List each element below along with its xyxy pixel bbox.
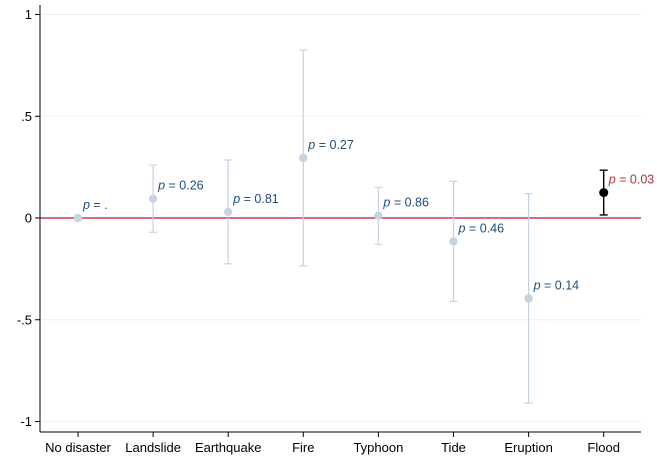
p-symbol: p <box>458 221 466 235</box>
y-tick-label: -1 <box>20 414 32 429</box>
p-value-label: p = 0.27 <box>307 138 354 152</box>
y-tick-label: 0 <box>25 211 32 226</box>
point-marker <box>299 153 308 163</box>
p-value: 0.86 <box>405 196 429 210</box>
y-ticks: 1 .5 0 -.5 -1 <box>17 7 40 429</box>
p-symbol: p <box>307 138 315 152</box>
p-value: . <box>104 198 107 212</box>
point-marker <box>449 237 458 246</box>
p-value: 0.14 <box>555 278 579 292</box>
p-equals: = <box>616 173 630 187</box>
p-value-labels: p = .p = 0.26p = 0.81p = 0.27p = 0.86p =… <box>82 138 654 292</box>
p-value: 0.26 <box>179 179 203 193</box>
p-value-label: p = 0.14 <box>533 278 580 292</box>
p-equals: = <box>315 138 329 152</box>
p-equals: = <box>465 221 479 235</box>
x-tick-label: Flood <box>587 440 620 455</box>
x-tick-label: No disaster <box>45 440 111 455</box>
y-tick-label: -.5 <box>17 312 32 327</box>
point-marker <box>524 294 533 303</box>
p-symbol: p <box>533 278 541 292</box>
p-value: 0.27 <box>330 138 354 152</box>
p-symbol: p <box>82 198 90 212</box>
x-ticks: No disaster Landslide Earthquake Fire Typhoo… <box>45 432 620 455</box>
p-symbol: p <box>157 179 165 193</box>
p-value: 0.81 <box>254 192 278 206</box>
point-marker <box>148 194 158 203</box>
p-value-label: p = 0.86 <box>382 196 429 210</box>
point-marker <box>73 213 83 223</box>
point-marker <box>224 207 233 217</box>
p-value-label: p = 0.03 <box>608 173 655 187</box>
p-equals: = <box>90 198 104 212</box>
p-symbol: p <box>382 196 390 210</box>
p-symbol: p <box>232 192 240 206</box>
p-value-label: p = . <box>82 198 108 212</box>
p-value-label: p = 0.26 <box>157 179 204 193</box>
point-marker <box>599 188 609 198</box>
p-equals: = <box>165 179 179 193</box>
x-tick-label: Tide <box>441 440 466 455</box>
x-tick-label: Eruption <box>504 440 552 455</box>
p-value: 0.46 <box>480 221 504 235</box>
p-equals: = <box>541 278 555 292</box>
x-tick-label: Earthquake <box>195 440 262 455</box>
y-tick-label: 1 <box>25 7 32 22</box>
x-tick-label: Typhoon <box>353 440 403 455</box>
y-tick-label: .5 <box>21 109 32 124</box>
p-equals: = <box>240 192 254 206</box>
x-tick-label: Landslide <box>125 440 181 455</box>
point-estimates <box>73 153 609 303</box>
p-value: 0.03 <box>630 173 654 187</box>
p-equals: = <box>390 196 404 210</box>
p-symbol: p <box>608 173 616 187</box>
point-marker <box>374 211 383 220</box>
p-value-label: p = 0.46 <box>458 221 505 235</box>
p-value-label: p = 0.81 <box>232 192 279 206</box>
x-tick-label: Fire <box>292 440 314 455</box>
